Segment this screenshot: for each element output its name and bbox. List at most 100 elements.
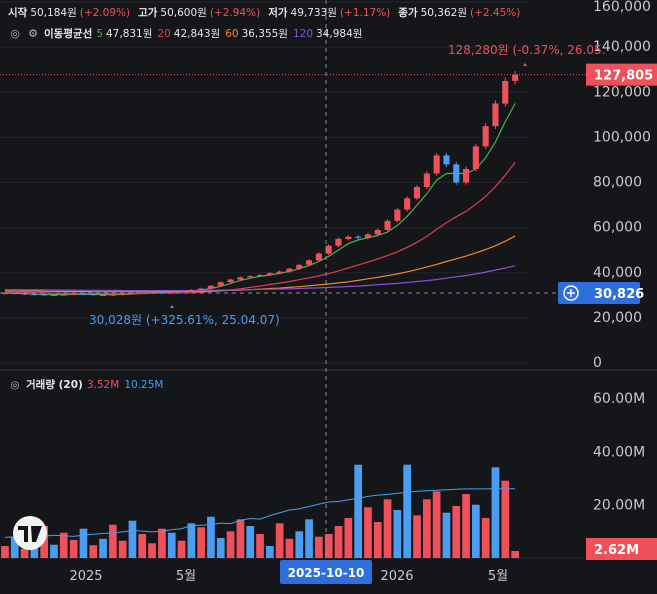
visibility-toggle-icon[interactable]: ◎ — [10, 27, 20, 40]
ma-legend: ◎ ⚙ 이동평균선 5 47,831원 20 42,843원 60 36,355원 1… — [8, 26, 367, 41]
axes: 160,000 140,000 120,000 100,000 80,000 60,000… — [69, 0, 650, 584]
ma-line-5 — [4, 103, 516, 296]
volume-bar — [207, 516, 215, 558]
volume-bar — [246, 526, 255, 558]
volume-bar — [315, 536, 323, 558]
price-tick-label: 120,000 — [593, 84, 651, 100]
open-value: 50,184원 — [30, 7, 77, 19]
volume-bar — [501, 480, 510, 558]
ma20-period: 20 — [157, 27, 171, 40]
ma5-period: 5 — [96, 27, 103, 40]
last-volume-badge — [586, 538, 657, 560]
volume-bar — [266, 546, 274, 558]
candle-body — [21, 293, 28, 295]
candle-body — [217, 282, 224, 286]
volume-bar — [118, 540, 127, 558]
candle-body — [158, 291, 165, 293]
price-tick-label: 60,000 — [593, 220, 642, 236]
grid-lines — [0, 1, 657, 559]
ma20-value: 42,843원 — [173, 28, 221, 40]
volume-bar — [491, 467, 500, 558]
volume-bar — [50, 544, 58, 558]
candle-body — [296, 264, 303, 269]
candle-body — [276, 271, 283, 274]
candle-body — [463, 169, 470, 183]
volume-bar — [285, 538, 294, 558]
high-value: 50,600원 — [160, 7, 207, 19]
candle-body — [404, 198, 411, 210]
candle-body — [315, 253, 322, 261]
volume-bar — [158, 528, 166, 558]
candle-body — [325, 245, 332, 254]
candle-body — [50, 294, 57, 296]
candle-body — [188, 289, 195, 291]
visibility-toggle-icon[interactable]: ◎ — [10, 378, 20, 391]
volume-bar — [256, 534, 264, 558]
candle-body — [306, 260, 313, 265]
candle-body — [31, 294, 38, 296]
volume-bar — [1, 546, 9, 558]
volume-bar — [481, 518, 490, 558]
volume-ma-value: 10.25M — [124, 378, 164, 391]
candle-body — [286, 268, 293, 272]
volume-bar — [305, 519, 313, 558]
volume-tick-label: 40.00M — [593, 444, 645, 460]
ma-line-120 — [4, 265, 516, 292]
candle-body — [80, 294, 87, 295]
candle-body — [237, 277, 244, 280]
candle-body — [443, 155, 450, 165]
candle-body — [168, 291, 175, 293]
close-pct: (+2.45%) — [470, 7, 521, 19]
volume-bar — [79, 528, 88, 558]
time-tick-label: 2026 — [380, 569, 413, 584]
time-tick-label: 2025 — [69, 569, 102, 584]
candle-body — [374, 229, 381, 235]
volume-bar — [295, 531, 304, 558]
volume-legend: ◎ 거래량 (20) 3.52M 10.25M — [8, 377, 163, 392]
volume-bar — [344, 518, 353, 558]
crosshair-price-label: 30,826 — [594, 287, 644, 302]
candle-body — [198, 288, 205, 290]
high-pct: (+2.94%) — [209, 7, 261, 19]
volume-bar — [364, 507, 372, 558]
candle-body — [139, 292, 146, 294]
volume-bar — [324, 534, 333, 558]
close-value: 50,362원 — [420, 7, 468, 19]
volume-bar — [383, 499, 392, 558]
volume-bar — [187, 523, 196, 558]
price-tick-label: 80,000 — [593, 175, 642, 191]
last-price-badge — [586, 63, 657, 86]
candle-body — [70, 294, 77, 295]
ma-label: 이동평균선 — [44, 28, 93, 40]
volume-bar — [393, 510, 402, 558]
volume-bar — [109, 524, 117, 558]
volume-bar — [10, 536, 19, 558]
moving-average-lines — [4, 103, 516, 296]
crosshair-time-badge — [280, 560, 372, 584]
low-value: 49,733원 — [290, 7, 337, 19]
volume-bar — [472, 504, 480, 558]
volume-value: 3.52M — [86, 378, 120, 391]
price-tick-label: 140,000 — [593, 39, 651, 55]
candle-body — [257, 275, 264, 277]
volume-bar — [138, 534, 147, 558]
volume-bar — [423, 499, 431, 558]
candle-body — [413, 187, 420, 199]
candle-body — [247, 276, 254, 278]
candle-body — [11, 293, 18, 295]
volume-tick-label: 20.00M — [593, 498, 645, 514]
high-annotation: 128,280원 (-0.37%, 26.05. — [448, 43, 605, 57]
candle-body — [453, 164, 460, 183]
close-label: 종가 — [398, 7, 418, 19]
candle-body — [355, 236, 362, 238]
candle-body — [492, 103, 499, 127]
volume-bar — [167, 532, 176, 558]
price-tick-label: 160,000 — [593, 0, 651, 15]
volume-bar — [69, 539, 78, 558]
crosshair-price-badge — [558, 282, 640, 304]
candle-body — [41, 294, 48, 296]
settings-icon[interactable]: ⚙ — [28, 27, 38, 40]
volume-bar — [334, 526, 343, 558]
